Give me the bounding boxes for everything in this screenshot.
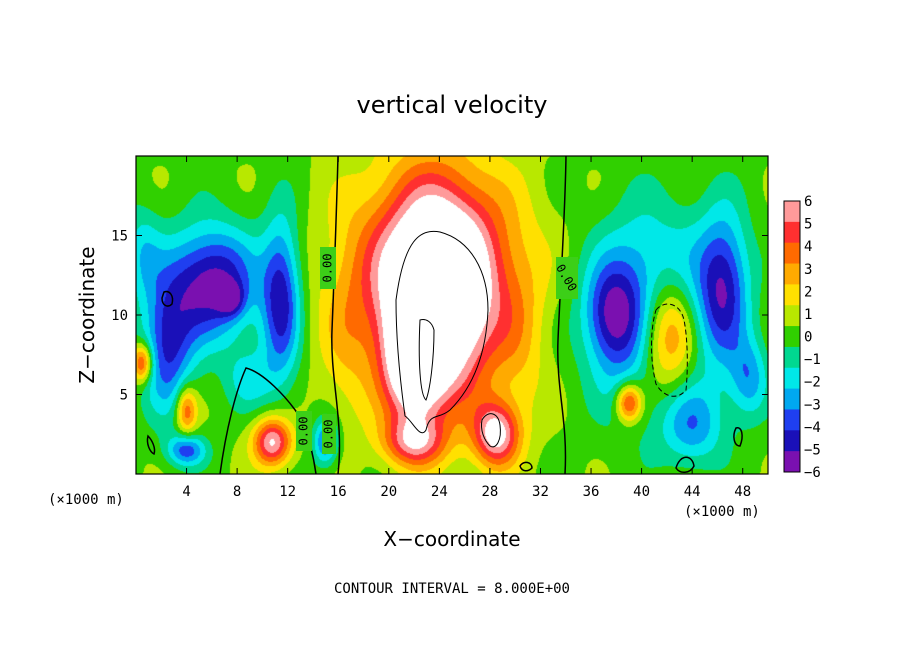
velocity-field [136,156,768,474]
colorbar-swatch [784,305,800,327]
colorbar-swatch [784,388,800,410]
colorbar-tick-label: −4 [804,420,821,436]
colorbar-swatch [784,242,800,265]
x-unit-left: (×1000 m) [48,492,124,508]
contour-labels: 0.00 0.00 0.00 0.00 [296,247,580,454]
x-tick-label: 28 [481,484,498,500]
colorbar-tick-label: 6 [804,194,812,210]
colorbar: 6 5 4 3 2 1 0 −1 −2 −3 −4 −5 −6 [783,194,821,481]
plot-area: 0.00 0.00 0.00 0.00 [135,155,769,475]
colorbar-tick-label: −2 [804,375,821,391]
x-tick-label: 36 [583,484,600,500]
x-tick-label: 32 [532,484,549,500]
colorbar-frame [783,200,801,473]
contour-line [481,413,501,448]
contour-interval-note: CONTOUR INTERVAL = 8.000E+00 [334,581,570,597]
colorbar-swatch [784,451,800,473]
colorbar-tick-label: 5 [804,217,812,233]
colorbar-swatch [784,201,800,223]
contour-line [733,427,743,447]
colorbar-tick-label: −5 [804,442,821,458]
colorbar-tick-label: 3 [804,262,812,278]
contour-label: 0.00 [322,420,336,449]
colorbar-swatch [784,326,800,348]
contour-line [161,290,174,307]
colorbar-swatch [784,367,800,390]
x-tick-label: 40 [633,484,650,500]
contour-line [395,230,489,434]
x-tick-label: 16 [330,484,347,500]
colorbar-tick-label: −1 [804,352,821,368]
zero-contours [146,156,743,474]
x-axis-label: X−coordinate [383,527,520,551]
y-axis: 5 10 15 [111,229,768,404]
colorbar-tick-label: 1 [804,307,812,323]
colorbar-swatch [784,409,800,431]
chart-title: vertical velocity [357,91,548,119]
x-tick-label: 4 [182,484,190,500]
contour-label: 0.00 [297,417,311,446]
colorbar-tick-label: −3 [804,397,821,413]
x-tick-label: 20 [380,484,397,500]
x-tick-label: 44 [684,484,701,500]
colorbar-tick-label: 2 [804,284,812,300]
y-axis-label: Z−coordinate [75,246,99,383]
colorbar-swatch [784,346,800,369]
contour-line [146,434,156,456]
y-tick-label: 5 [120,388,128,404]
x-tick-label: 24 [431,484,448,500]
x-tick-label: 12 [279,484,296,500]
y-tick-label: 15 [111,229,128,245]
contour-line [675,456,695,473]
x-tick-label: 8 [233,484,241,500]
contour-label: 0.00 [321,254,335,283]
x-axis: 4 8 12 16 20 24 28 32 36 40 44 48 [182,156,751,500]
colorbar-swatch [784,284,800,306]
colorbar-tick-label: −6 [804,465,821,481]
y-tick-label: 10 [111,308,128,324]
x-tick-label: 48 [734,484,751,500]
contour-line [557,156,567,474]
contour-line [418,319,435,401]
colorbar-tick-label: 4 [804,239,812,255]
colorbar-swatch [784,221,800,244]
contour-line [331,156,341,474]
contour-line [651,303,688,397]
colorbar-swatch [784,430,800,452]
contour-line [519,461,533,472]
colorbar-swatch [784,263,800,285]
colorbar-tick-label: 0 [804,330,812,346]
x-unit-right: (×1000 m) [684,504,760,520]
